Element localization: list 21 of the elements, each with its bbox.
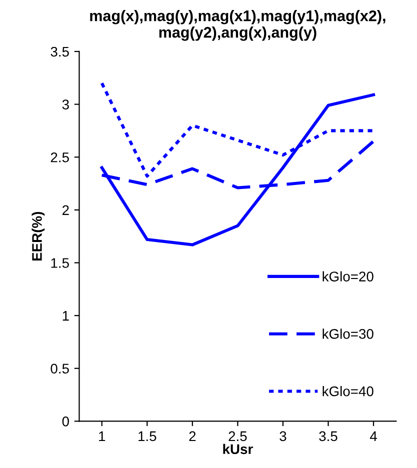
y-tick-label: 3.5 [50, 46, 69, 57]
legend-label: kGlo=30 [322, 328, 374, 339]
y-tick-label: 0.5 [50, 364, 69, 374]
y-axis-title: EER(%) [32, 212, 45, 260]
y-tick-label: 0 [62, 416, 69, 426]
x-tick-label: 2.5 [228, 431, 247, 442]
x-tick-label: 1 [99, 431, 106, 441]
x-tick-label: 1.5 [138, 431, 156, 442]
x-axis-title: kUsr [223, 444, 253, 454]
chart-title: mag(x),mag(y),mag(x1),mag(y1),mag(x2), mag(y2),ang(x),ang(y) [90, 10, 386, 41]
x-tick-label: 4 [370, 431, 377, 441]
y-tick-label: 3 [62, 100, 69, 110]
legend-label: kGlo=20 [322, 271, 374, 282]
x-tick-label: 3.5 [319, 431, 338, 442]
x-tick-label: 2 [189, 431, 196, 441]
y-tick-label: 1.5 [51, 258, 69, 268]
y-tick-label: 1 [62, 311, 69, 321]
legend-label: kGlo=40 [322, 386, 374, 396]
x-tick-label: 3 [280, 431, 286, 442]
y-tick-label: 2.5 [50, 152, 69, 162]
y-tick-label: 2 [62, 205, 69, 215]
